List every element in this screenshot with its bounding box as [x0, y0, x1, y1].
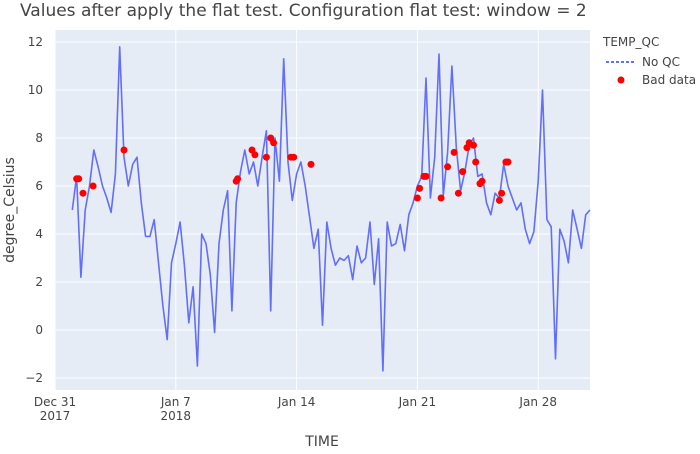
bad-data-point[interactable] [262, 153, 270, 161]
x-tick-label: Jan 14 [277, 395, 316, 409]
bad-data-point[interactable] [498, 189, 506, 197]
x-tick-label: Jan 7 [160, 395, 191, 409]
legend-item-no-qc[interactable]: No QC [606, 55, 680, 69]
y-tick-label: 4 [35, 227, 43, 241]
x-tick-label: Jan 21 [398, 395, 437, 409]
legend-label-no-qc: No QC [642, 55, 680, 69]
bad-data-point[interactable] [478, 177, 486, 185]
legend-marker-swatch [617, 76, 625, 84]
bad-data-point[interactable] [472, 158, 480, 166]
bad-data-point[interactable] [504, 158, 512, 166]
y-tick-label: 12 [28, 35, 43, 49]
legend: TEMP_QC No QC Bad data [602, 35, 696, 87]
bad-data-point[interactable] [444, 163, 452, 171]
legend-title: TEMP_QC [602, 35, 659, 49]
y-axis: −2 0 2 4 6 8 10 12 [25, 35, 43, 385]
series-layer [71, 45, 591, 372]
bad-data-point[interactable] [79, 189, 87, 197]
bad-data-point[interactable] [307, 160, 315, 168]
y-tick-label: −2 [25, 371, 43, 385]
legend-label-bad-data: Bad data [642, 73, 696, 87]
x-tick-label: Jan 28 [518, 395, 557, 409]
bad-data-point[interactable] [416, 184, 424, 192]
bad-data-point[interactable] [459, 168, 467, 176]
bad-data-point[interactable] [120, 146, 128, 154]
y-tick-label: 8 [35, 131, 43, 145]
x-tick-year-label: 2018 [161, 409, 192, 423]
bad-data-point[interactable] [290, 153, 298, 161]
bad-data-point[interactable] [470, 141, 477, 149]
bad-data-point[interactable] [437, 194, 445, 202]
bad-data-point[interactable] [251, 151, 259, 159]
chart-title: Values after apply the flat test. Config… [20, 1, 587, 21]
legend-item-bad-data[interactable]: Bad data [617, 73, 697, 87]
bad-data-point[interactable] [495, 196, 503, 204]
bad-data-point[interactable] [234, 175, 242, 183]
x-tick-year-label: 2017 [40, 409, 71, 423]
x-axis-label: TIME [304, 434, 339, 450]
bad-data-point[interactable] [270, 139, 278, 147]
y-tick-label: 6 [35, 179, 43, 193]
x-tick-label: Dec 31 [34, 395, 76, 409]
bad-data-point[interactable] [75, 175, 83, 183]
grid [54, 30, 590, 390]
bad-data-point[interactable] [450, 148, 458, 156]
y-tick-label: 2 [35, 275, 43, 289]
plot-area[interactable] [55, 30, 590, 390]
bad-data-point[interactable] [454, 189, 462, 197]
bad-data-point[interactable] [413, 194, 421, 202]
bad-data-point[interactable] [89, 182, 97, 190]
y-tick-label: 10 [28, 83, 43, 97]
y-axis-label: degree_Celsius [2, 157, 18, 263]
bad-data-point[interactable] [422, 172, 430, 180]
y-tick-label: 0 [35, 323, 43, 337]
